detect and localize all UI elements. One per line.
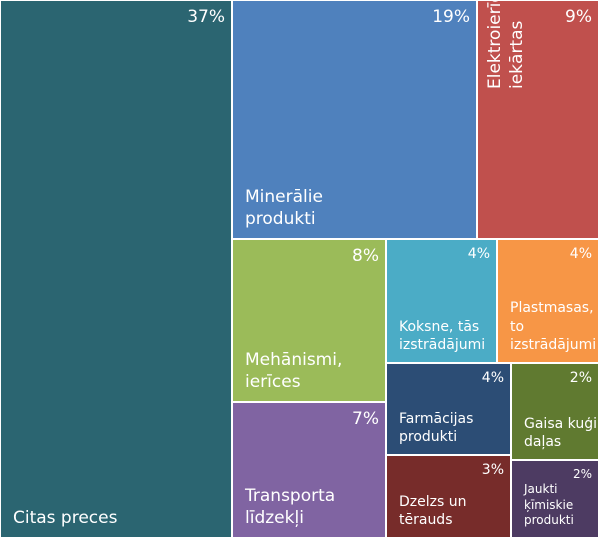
category-label: Minerālie produkti (245, 186, 323, 229)
value-label: 2% (569, 370, 592, 386)
value-label: 19% (432, 7, 470, 27)
category-label: Transporta līdzekļi (245, 485, 336, 528)
category-label: Gaisa kuģi, to daļas (524, 415, 599, 450)
treemap-cell: 4% Farmācijas produkti (386, 363, 511, 455)
value-label: 4% (569, 246, 592, 262)
treemap-cell: 3% Dzelzs un tērauds (386, 455, 511, 538)
category-label: Farmācijas produkti (399, 410, 474, 445)
treemap-cell: 4% Plastmasas, to izstrādājumi (497, 239, 599, 363)
category-label: Plastmasas, to izstrādājumi (510, 300, 597, 353)
value-label: 37% (187, 7, 225, 27)
value-label: 7% (352, 409, 379, 429)
treemap-cell: 4% Koksne, tās izstrādājumi (386, 239, 497, 363)
treemap-cell: 8% Mehānismi, ierīces (232, 239, 386, 402)
value-label: 9% (565, 7, 592, 27)
category-label: Mehānismi, ierīces (245, 349, 343, 392)
category-label: Jaukti ķīmiskie produkti (524, 482, 574, 528)
value-label: 8% (352, 246, 379, 266)
value-label: 4% (467, 246, 490, 262)
value-label: 4% (481, 370, 504, 386)
treemap-cell: 37% Citas preces (0, 0, 232, 538)
treemap-cell: 19% Minerālie produkti (232, 0, 477, 239)
treemap-cell: 7% Transporta līdzekļi (232, 402, 386, 538)
treemap-cell: 9% Elektroierīces, iekārtas (477, 0, 599, 239)
category-label: Citas preces (13, 507, 118, 528)
treemap-cell: 2% Gaisa kuģi, to daļas (511, 363, 599, 460)
value-label: 3% (481, 462, 504, 478)
treemap-cell: 2% Jaukti ķīmiskie produkti (511, 460, 599, 538)
value-label: 2% (572, 467, 592, 481)
category-label: Koksne, tās izstrādājumi (399, 318, 486, 353)
category-label: Dzelzs un tērauds (399, 493, 467, 528)
category-label: Elektroierīces, iekārtas (485, 0, 528, 89)
